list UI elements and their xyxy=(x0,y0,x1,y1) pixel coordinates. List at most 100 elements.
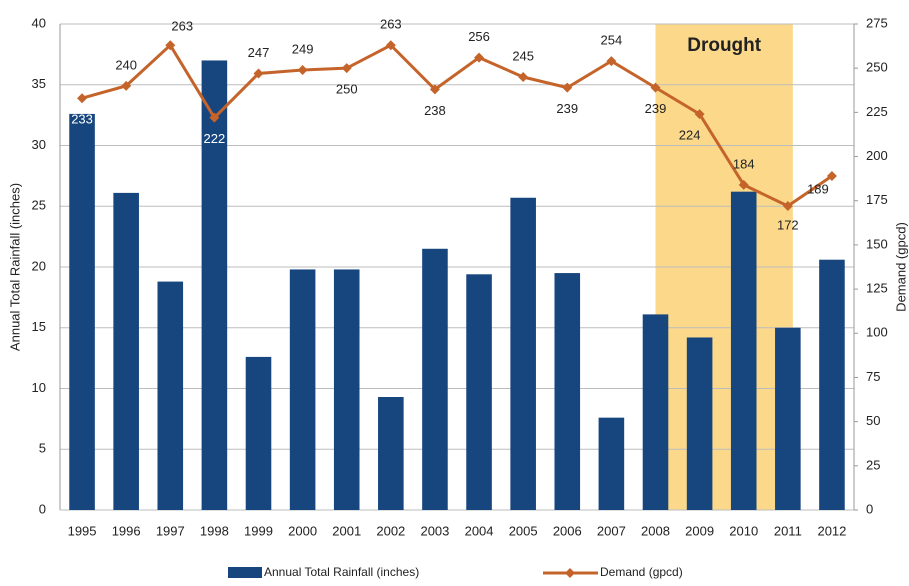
demand-marker xyxy=(209,112,220,123)
demand-marker xyxy=(297,64,308,75)
y-tick-label: 35 xyxy=(32,76,46,91)
demand-marker xyxy=(782,201,793,212)
y2-tick-label: 275 xyxy=(866,15,888,30)
y-tick-label: 30 xyxy=(32,137,46,152)
demand-marker xyxy=(562,82,573,93)
data-label: 238 xyxy=(424,103,446,118)
y2-tick-label: 150 xyxy=(866,236,888,251)
demand-marker xyxy=(385,40,396,51)
demand-marker xyxy=(341,63,352,74)
demand-marker xyxy=(165,40,176,51)
data-label: 224 xyxy=(679,128,701,143)
y-tick-label: 15 xyxy=(32,319,46,334)
data-label: 247 xyxy=(248,45,270,60)
x-tick-label: 2002 xyxy=(376,523,405,538)
y-axis-label: Annual Total Rainfall (inches) xyxy=(7,183,22,351)
x-tick-label: 2011 xyxy=(774,523,802,538)
y2-tick-label: 75 xyxy=(866,369,880,384)
demand-marker xyxy=(518,72,529,83)
bar xyxy=(201,60,228,510)
data-label: 239 xyxy=(556,101,578,116)
y-tick-label: 5 xyxy=(39,441,46,456)
demand-marker xyxy=(738,179,749,190)
demand-marker xyxy=(474,52,485,63)
demand-marker xyxy=(121,80,132,91)
annotation: Drought xyxy=(687,35,762,56)
data-label: 250 xyxy=(336,82,358,97)
x-tick-label: 2004 xyxy=(465,523,494,538)
data-label: 172 xyxy=(777,217,799,232)
bar xyxy=(378,397,404,510)
demand-marker xyxy=(694,109,705,120)
demand-marker xyxy=(826,170,837,181)
bar xyxy=(554,273,581,510)
demand-marker xyxy=(606,56,617,67)
bar xyxy=(730,191,757,511)
y2-tick-label: 25 xyxy=(866,457,880,472)
data-label: 256 xyxy=(468,29,490,44)
demand-marker xyxy=(77,93,88,104)
y2-tick-label: 200 xyxy=(866,148,888,163)
x-tick-label: 1996 xyxy=(112,523,141,538)
bar xyxy=(422,248,448,510)
demand-marker xyxy=(253,68,264,79)
y-tick-label: 40 xyxy=(32,15,46,30)
bar xyxy=(113,192,139,510)
y2-tick-label: 225 xyxy=(866,104,888,119)
demand-marker xyxy=(650,82,661,93)
y2-tick-label: 175 xyxy=(866,192,888,207)
bar xyxy=(775,327,801,510)
x-tick-label: 2008 xyxy=(641,523,670,538)
y-tick-label: 0 xyxy=(39,501,46,516)
y2-tick-label: 250 xyxy=(866,60,888,75)
x-tick-label: 2010 xyxy=(729,523,758,538)
y2-tick-label: 0 xyxy=(866,501,873,516)
x-tick-label: 2003 xyxy=(420,523,449,538)
data-label: 254 xyxy=(601,33,623,48)
x-tick-label: 1998 xyxy=(200,523,229,538)
x-tick-label: 1997 xyxy=(156,523,185,538)
x-tick-label: 2006 xyxy=(553,523,582,538)
bar xyxy=(598,417,625,510)
y-tick-label: 10 xyxy=(32,380,46,395)
x-tick-label: 1999 xyxy=(244,523,273,538)
data-label: 184 xyxy=(733,156,755,171)
data-label: 222 xyxy=(204,131,226,146)
data-label: 263 xyxy=(171,19,193,34)
bar xyxy=(69,113,95,510)
x-tick-label: 2000 xyxy=(288,523,317,538)
bar xyxy=(333,269,360,510)
data-label: 239 xyxy=(645,101,667,116)
x-tick-label: 2007 xyxy=(597,523,626,538)
data-label: 263 xyxy=(380,17,402,32)
x-tick-label: 2001 xyxy=(332,523,361,538)
bar xyxy=(289,269,316,510)
x-tick-label: 1995 xyxy=(68,523,97,538)
bar xyxy=(642,314,669,510)
data-label: 249 xyxy=(292,41,314,56)
data-label: 245 xyxy=(512,48,534,63)
data-label: 240 xyxy=(115,57,137,72)
bar xyxy=(157,281,184,510)
bar xyxy=(686,337,713,510)
y2-axis-label: Demand (gpcd) xyxy=(893,222,908,312)
y2-tick-label: 100 xyxy=(866,325,888,340)
bar xyxy=(466,274,492,510)
y2-tick-label: 125 xyxy=(866,281,888,296)
data-label: 233 xyxy=(71,112,93,127)
x-tick-label: 2012 xyxy=(817,523,846,538)
y-tick-label: 25 xyxy=(32,198,46,213)
demand-marker xyxy=(429,84,440,95)
bar xyxy=(245,356,272,510)
bar xyxy=(510,197,536,510)
legend-label: Annual Total Rainfall (inches) xyxy=(264,565,419,579)
x-tick-label: 2005 xyxy=(509,523,538,538)
legend-swatch xyxy=(565,568,575,578)
legend-label: Demand (gpcd) xyxy=(600,565,683,579)
bar xyxy=(819,259,845,510)
demand-line xyxy=(81,42,833,208)
y2-tick-label: 50 xyxy=(866,413,880,428)
y-tick-label: 20 xyxy=(32,258,46,273)
legend-swatch xyxy=(228,567,262,578)
